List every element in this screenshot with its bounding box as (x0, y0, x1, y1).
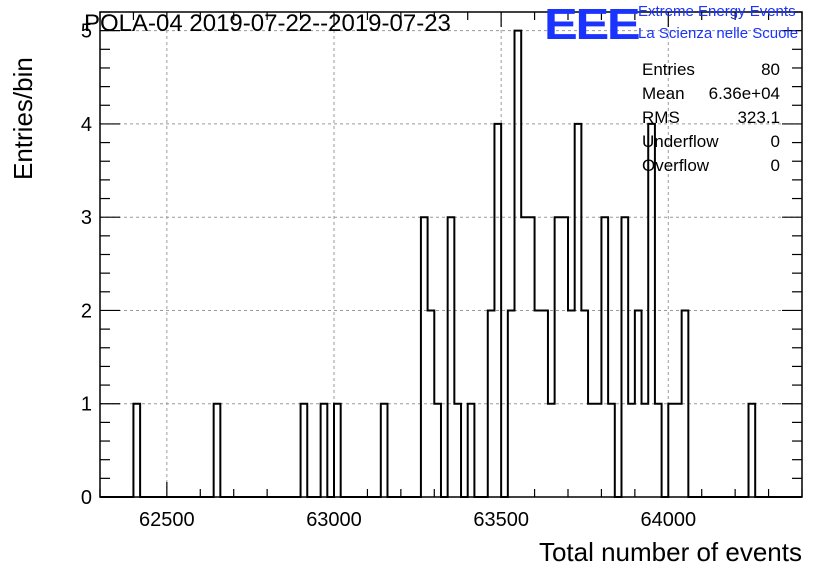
x-axis-label: Total number of events (538, 537, 802, 567)
eee-logo: EEE (544, 0, 641, 49)
y-tick-label: 0 (81, 487, 92, 509)
stats-label: Entries (642, 60, 695, 79)
stats-label: Underflow (642, 132, 719, 151)
stats-value: 0 (770, 156, 780, 175)
stats-row-mean: Mean 6.36e+04 (642, 82, 780, 106)
histogram-bin (608, 404, 615, 497)
stats-label: Overflow (642, 156, 710, 175)
histogram-bin (468, 404, 475, 497)
stats-row-overflow: Overflow 0 (642, 154, 780, 178)
histogram-bin (628, 404, 635, 497)
histogram-bin (668, 404, 675, 497)
x-tick-label: 63000 (306, 509, 362, 531)
y-tick-label: 5 (81, 21, 92, 43)
histogram-bin (133, 404, 140, 497)
histogram-bin (655, 404, 662, 497)
histogram-bin (434, 404, 441, 497)
y-axis-label: Entries/bin (8, 57, 38, 180)
histogram-bin (448, 217, 455, 497)
x-tick-label: 64000 (640, 509, 696, 531)
y-tick-label: 3 (81, 207, 92, 229)
histogram-bin (521, 217, 528, 497)
stats-label: RMS (642, 108, 680, 127)
stats-box: Entries 80 Mean 6.36e+04 RMS 323.1 Under… (642, 58, 780, 178)
histogram-bin (675, 404, 682, 497)
stats-value: 80 (761, 60, 780, 79)
y-tick-label: 4 (81, 114, 92, 136)
stats-row-rms: RMS 323.1 (642, 106, 780, 130)
histogram-bin (642, 404, 649, 497)
histogram-bin (749, 404, 756, 497)
axis-ticks (99, 11, 803, 498)
stats-value: 0 (770, 132, 780, 151)
histogram-bin (515, 31, 522, 497)
chart-title: POLA-04 2019-07-22--2019-07-23 (84, 10, 451, 37)
histogram-bin (555, 217, 562, 497)
histogram-bin (381, 404, 388, 497)
histogram-bin (421, 217, 428, 497)
stats-row-entries: Entries 80 (642, 58, 780, 82)
histogram-bin (454, 404, 461, 497)
tick-labels: 62500 63000 63500 64000 0 1 2 3 4 5 (81, 21, 696, 531)
stats-row-underflow: Underflow 0 (642, 130, 780, 154)
x-tick-label: 63500 (473, 509, 529, 531)
histogram-bin (548, 404, 555, 497)
stats-value: 6.36e+04 (708, 84, 780, 103)
histogram-bin (621, 217, 628, 497)
x-tick-label: 62500 (139, 509, 195, 531)
histogram-bin (561, 217, 568, 497)
y-tick-label: 2 (81, 300, 92, 322)
histogram-bin (321, 404, 328, 497)
histogram-bin (214, 404, 221, 497)
histogram-bin (334, 404, 341, 497)
stats-value: 323.1 (737, 108, 780, 127)
histogram-bin (601, 217, 608, 497)
stats-label: Mean (642, 84, 685, 103)
logo-line-2: La Scienza nelle Scuole (638, 25, 799, 42)
logo-line-1: Extreme Energy Events (638, 3, 796, 20)
histogram-bin (301, 404, 308, 497)
histogram-bin (595, 404, 602, 497)
histogram-bin (588, 404, 595, 497)
y-tick-label: 1 (81, 394, 92, 416)
histogram-bin (528, 217, 535, 497)
